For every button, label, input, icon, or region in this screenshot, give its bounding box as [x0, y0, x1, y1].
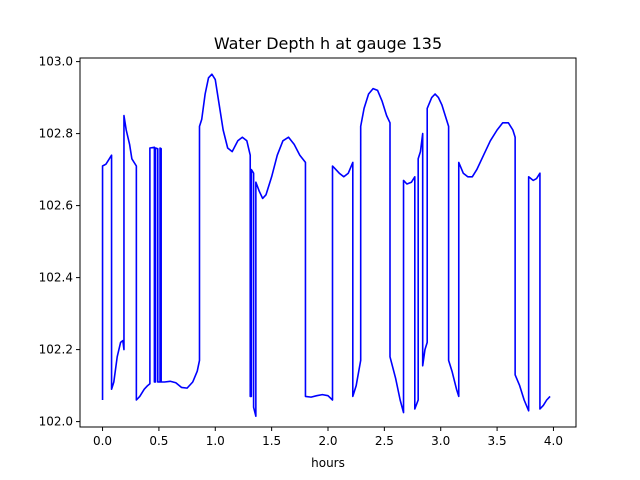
- x-tick-label: 0.0: [93, 434, 112, 448]
- plot-area: [79, 57, 577, 428]
- x-tick-label: 3.0: [431, 434, 450, 448]
- x-axis-label: hours: [311, 456, 345, 470]
- x-tick-label: 1.5: [262, 434, 281, 448]
- series-line-water-depth: [101, 73, 551, 417]
- x-tick-label: 4.0: [544, 434, 563, 448]
- y-tick-label: 102.6: [39, 199, 73, 213]
- x-tick-label: 1.0: [206, 434, 225, 448]
- y-axis: 102.0 102.2 102.4 102.6 102.8 103.0: [39, 55, 80, 429]
- y-tick-label: 102.2: [39, 343, 73, 357]
- x-axis: 0.0 0.5 1.0 1.5 2.0 2.5 3.0 3.5 4.0: [93, 427, 563, 448]
- y-tick-label: 103.0: [39, 55, 73, 69]
- y-tick-label: 102.8: [39, 127, 73, 141]
- x-tick-label: 2.5: [375, 434, 394, 448]
- x-tick-label: 2.0: [318, 434, 337, 448]
- x-tick-label: 0.5: [149, 434, 168, 448]
- y-tick-label: 102.0: [39, 415, 73, 429]
- x-tick-label: 3.5: [488, 434, 507, 448]
- y-tick-label: 102.4: [39, 271, 73, 285]
- chart-title: Water Depth h at gauge 135: [214, 34, 442, 53]
